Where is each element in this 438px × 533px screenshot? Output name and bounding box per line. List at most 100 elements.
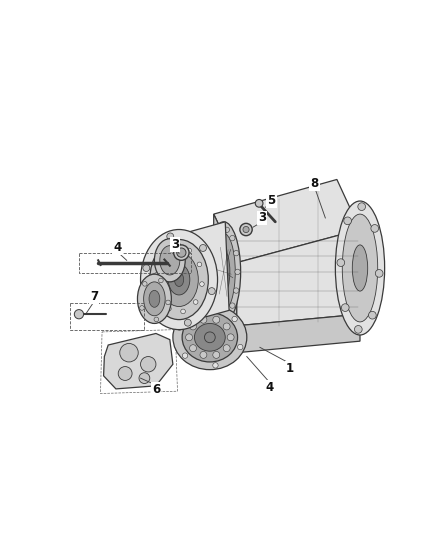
Text: 4: 4 bbox=[266, 381, 274, 394]
Text: 4: 4 bbox=[113, 241, 122, 254]
Ellipse shape bbox=[144, 282, 165, 316]
Ellipse shape bbox=[342, 214, 378, 322]
Ellipse shape bbox=[174, 273, 184, 287]
Circle shape bbox=[187, 248, 191, 253]
Circle shape bbox=[200, 316, 207, 323]
Circle shape bbox=[200, 282, 204, 286]
Text: 3: 3 bbox=[258, 212, 266, 224]
Circle shape bbox=[139, 373, 150, 384]
Circle shape bbox=[227, 334, 234, 341]
Circle shape bbox=[141, 357, 156, 372]
Circle shape bbox=[237, 344, 243, 350]
Circle shape bbox=[213, 351, 220, 358]
Circle shape bbox=[167, 233, 174, 240]
Circle shape bbox=[200, 245, 206, 252]
Circle shape bbox=[181, 309, 185, 314]
Circle shape bbox=[218, 227, 223, 232]
Circle shape bbox=[118, 367, 132, 381]
Circle shape bbox=[207, 269, 212, 274]
Circle shape bbox=[344, 217, 351, 225]
Circle shape bbox=[233, 251, 239, 256]
Polygon shape bbox=[237, 230, 360, 326]
Text: 7: 7 bbox=[90, 290, 99, 303]
Ellipse shape bbox=[173, 305, 247, 370]
Circle shape bbox=[154, 317, 159, 322]
Ellipse shape bbox=[212, 233, 235, 310]
Circle shape bbox=[230, 303, 235, 308]
Circle shape bbox=[223, 323, 230, 330]
Circle shape bbox=[354, 326, 362, 333]
Circle shape bbox=[182, 353, 188, 358]
Circle shape bbox=[201, 306, 207, 312]
Polygon shape bbox=[103, 334, 173, 389]
Ellipse shape bbox=[182, 313, 237, 362]
Circle shape bbox=[177, 325, 182, 330]
Ellipse shape bbox=[168, 264, 190, 295]
Ellipse shape bbox=[218, 251, 230, 294]
Circle shape bbox=[74, 310, 84, 319]
Circle shape bbox=[208, 288, 214, 293]
Circle shape bbox=[235, 269, 240, 274]
Ellipse shape bbox=[352, 245, 367, 291]
Text: 1: 1 bbox=[286, 361, 294, 375]
Circle shape bbox=[193, 300, 198, 304]
Ellipse shape bbox=[138, 274, 171, 324]
Text: 3: 3 bbox=[171, 238, 179, 251]
Text: 5: 5 bbox=[267, 194, 276, 207]
Polygon shape bbox=[214, 214, 237, 326]
Circle shape bbox=[213, 316, 220, 323]
Circle shape bbox=[208, 251, 214, 256]
Text: 6: 6 bbox=[152, 383, 160, 396]
Polygon shape bbox=[237, 314, 360, 353]
Circle shape bbox=[232, 316, 237, 322]
Circle shape bbox=[154, 273, 159, 277]
Circle shape bbox=[368, 311, 376, 319]
Circle shape bbox=[120, 343, 138, 362]
Circle shape bbox=[223, 345, 230, 352]
Circle shape bbox=[213, 362, 218, 368]
Circle shape bbox=[197, 262, 202, 266]
Circle shape bbox=[190, 323, 197, 330]
Circle shape bbox=[190, 345, 197, 352]
Circle shape bbox=[184, 319, 191, 326]
Circle shape bbox=[218, 311, 223, 317]
Ellipse shape bbox=[160, 253, 198, 306]
Circle shape bbox=[140, 305, 144, 310]
Circle shape bbox=[173, 245, 177, 250]
Ellipse shape bbox=[149, 290, 160, 308]
Circle shape bbox=[173, 245, 189, 260]
Circle shape bbox=[243, 227, 249, 232]
Circle shape bbox=[224, 227, 230, 232]
Ellipse shape bbox=[141, 230, 218, 329]
Ellipse shape bbox=[150, 239, 208, 320]
Circle shape bbox=[371, 224, 378, 232]
Circle shape bbox=[341, 304, 349, 311]
Circle shape bbox=[159, 278, 163, 283]
Circle shape bbox=[152, 308, 159, 314]
Polygon shape bbox=[214, 180, 360, 263]
Circle shape bbox=[375, 270, 383, 277]
Circle shape bbox=[166, 306, 171, 311]
Polygon shape bbox=[170, 222, 229, 326]
Text: 8: 8 bbox=[311, 177, 319, 190]
Circle shape bbox=[200, 351, 207, 358]
Ellipse shape bbox=[336, 201, 385, 335]
Circle shape bbox=[166, 300, 170, 305]
Circle shape bbox=[186, 334, 193, 341]
Ellipse shape bbox=[194, 324, 225, 351]
Circle shape bbox=[142, 281, 147, 286]
Ellipse shape bbox=[160, 246, 180, 275]
Circle shape bbox=[212, 236, 218, 241]
Ellipse shape bbox=[207, 222, 240, 322]
Circle shape bbox=[212, 303, 218, 308]
Ellipse shape bbox=[155, 239, 185, 282]
Circle shape bbox=[208, 288, 215, 295]
Circle shape bbox=[156, 293, 161, 297]
Circle shape bbox=[358, 203, 366, 211]
Circle shape bbox=[224, 311, 230, 317]
Circle shape bbox=[230, 236, 235, 241]
Circle shape bbox=[160, 255, 165, 260]
Circle shape bbox=[177, 248, 186, 257]
Circle shape bbox=[143, 264, 150, 271]
Circle shape bbox=[255, 199, 263, 207]
